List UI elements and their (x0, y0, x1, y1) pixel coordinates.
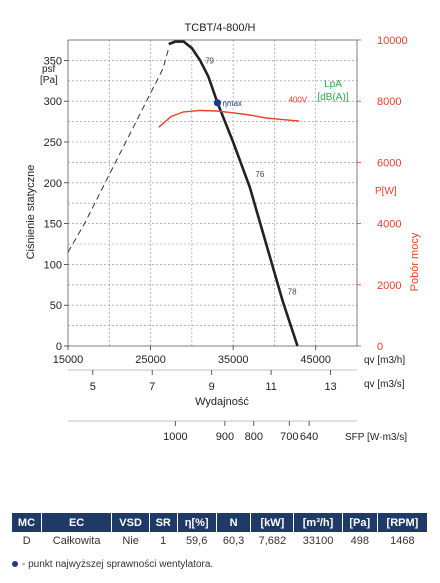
efficiency-point (213, 99, 222, 107)
series: 79 76 78 400V ηmax (67, 40, 308, 347)
table-cell: D (22, 535, 31, 547)
sfp-tick-label: 1000 (163, 431, 187, 443)
table-cell: 59,6 (185, 535, 208, 547)
sound-level-label: 76 (255, 170, 264, 179)
power-curve-label: 400V (288, 96, 307, 105)
table-cell: Nie (122, 535, 139, 547)
table-cell: 7,682 (258, 535, 287, 547)
x-tick-label: 15000 (53, 354, 84, 366)
x-tick-label: 35000 (218, 354, 249, 366)
pressure-curve-unstable (67, 48, 170, 253)
x-m3s-tick-label: 9 (209, 381, 215, 393)
y-tick-label: 100 (44, 259, 62, 271)
grid (67, 39, 358, 347)
y-right-tick-label: 6000 (377, 157, 401, 169)
footnote-text: - punkt najwyższej sprawności wentylator… (22, 559, 214, 570)
plot-frame (67, 39, 358, 347)
x-unit-m3h: qv [m3/h] (364, 355, 405, 366)
footnote: - punkt najwyższej sprawności wentylator… (12, 559, 213, 570)
y-tick-label: 250 (44, 137, 62, 149)
sfp-label: SFP [W·m3/s] (345, 432, 407, 443)
header-cell: [RPM] (377, 513, 429, 532)
efficiency-point-icon (12, 561, 18, 568)
header-cell: η[%] (177, 513, 217, 532)
table-cell: 33100 (302, 535, 334, 547)
header-cell: N (216, 513, 252, 532)
labels: TCBT/4-800/H psf [Pa] Ciśnienie statyczn… (25, 22, 421, 443)
pressure-curve (168, 40, 299, 347)
spec-table: MC EC VSD SR η[%] N [kW] [m³/h] [Pa] [RP… (12, 513, 429, 550)
x-m3s-tick-label: 11 (265, 381, 276, 393)
x-m3s-tick-label: 5 (90, 381, 96, 393)
header-cell: [Pa] (342, 513, 378, 532)
sound-label: LpA (324, 79, 342, 90)
axes: 0 50 100 150 200 250 300 350 0 2000 4000 6000 8000 10… (44, 35, 408, 443)
y-tick-label: 300 (44, 96, 62, 108)
sfp-tick-label: 800 (245, 431, 263, 443)
x-unit-m3s: qv [m3/s] (364, 379, 405, 390)
table-cell: 1 (160, 535, 167, 547)
y-right-tick-label: 10000 (377, 35, 408, 47)
y-right-tick-label: 2000 (377, 280, 401, 292)
table-cell: 60,3 (222, 535, 245, 547)
table-cell: 1468 (390, 535, 415, 547)
sfp-tick-label: 640 (300, 431, 318, 443)
y-axis-right-symbol: P[W] (375, 186, 397, 197)
header-cell: VSD (111, 513, 150, 532)
y-axis-left-unit: [Pa] (40, 75, 58, 86)
y-tick-label: 0 (56, 341, 62, 353)
sound-level-label: 79 (205, 57, 214, 66)
y-tick-label: 350 (44, 55, 62, 67)
efficiency-point-label: ηmax (222, 99, 242, 108)
sfp-tick-label: 900 (216, 431, 234, 443)
power-curve (158, 109, 300, 128)
header-cell: [kW] (250, 513, 295, 532)
table-cell: 498 (350, 535, 369, 547)
sound-unit: [dB(A)] (317, 92, 348, 103)
y-right-tick-label: 4000 (377, 219, 401, 231)
y-axis-right-title: Pobór mocy (409, 232, 421, 291)
sfp-tick-label: 700 (280, 431, 298, 443)
x-tick-label: 45000 (300, 354, 331, 366)
header-cell: MC (12, 513, 42, 532)
y-tick-label: 150 (44, 219, 62, 231)
y-axis-left-symbol: psf (42, 64, 56, 75)
y-right-tick-label: 8000 (377, 96, 401, 108)
y-axis-left-title: Ciśnienie statyczne (25, 165, 37, 260)
sound-level-label: 78 (288, 288, 297, 297)
header-cell: SR (149, 513, 178, 532)
header-cell: [m³/h] (293, 513, 343, 532)
header-cell: EC (41, 513, 113, 532)
spec-table-header: MC EC VSD SR η[%] N [kW] [m³/h] [Pa] [RP… (12, 513, 429, 532)
x-axis-title: Wydajność (195, 396, 249, 408)
table-row: D Całkowita Nie 1 59,6 60,3 7,682 33100 … (12, 532, 428, 550)
x-m3s-tick-label: 13 (324, 381, 336, 393)
y-tick-label: 50 (50, 300, 62, 312)
x-m3s-tick-label: 7 (149, 381, 155, 393)
chart-title: TCBT/4-800/H (185, 22, 256, 34)
x-tick-label: 25000 (135, 354, 166, 366)
table-cell: Całkowita (52, 535, 101, 547)
fan-performance-chart: 0 50 100 150 200 250 300 350 0 2000 4000 6000 8000 10… (25, 22, 421, 443)
y-right-tick-label: 0 (377, 341, 383, 353)
y-tick-label: 200 (44, 178, 62, 190)
